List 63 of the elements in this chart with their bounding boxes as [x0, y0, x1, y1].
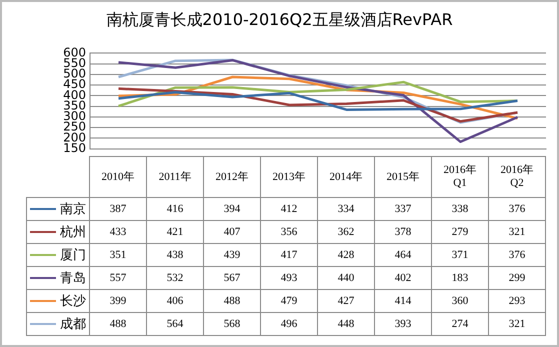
data-label: 438 [146, 244, 204, 266]
data-label: 378 [374, 220, 432, 244]
data-label: 414 [374, 290, 432, 312]
x-tick-label: 2010年 [90, 156, 146, 198]
legend-label: 杭州 [26, 220, 90, 244]
data-label: 464 [374, 244, 432, 266]
data-label: 362 [318, 220, 374, 244]
data-label: 321 [488, 312, 546, 336]
data-label: 351 [90, 244, 146, 266]
data-label: 399 [90, 290, 146, 312]
data-label: 412 [260, 198, 318, 220]
data-label: 493 [260, 266, 318, 290]
x-tick-label: 2012年 [204, 156, 260, 198]
data-label: 488 [204, 290, 260, 312]
data-label: 274 [432, 312, 488, 336]
data-label: 406 [146, 290, 204, 312]
data-label: 417 [260, 244, 318, 266]
chart-title: 南杭厦青长成2010-2016Q2五星级酒店RevPAR [105, 10, 454, 31]
data-label: 356 [260, 220, 318, 244]
data-label: 407 [204, 220, 260, 244]
legend-label: 成都 [26, 312, 90, 336]
x-tick-label: 2016年 Q2 [488, 156, 546, 198]
data-label: 338 [432, 198, 488, 220]
legend-label: 厦门 [26, 244, 90, 266]
data-label: 183 [432, 266, 488, 290]
data-label: 557 [90, 266, 146, 290]
legend-label: 南京 [26, 198, 90, 220]
data-label: 479 [260, 290, 318, 312]
data-label: 387 [90, 198, 146, 220]
x-tick-label: 2013年 [260, 156, 318, 198]
x-tick-label: 2016年 Q1 [432, 156, 488, 198]
legend-label: 青岛 [26, 266, 90, 290]
data-label: 496 [260, 312, 318, 336]
data-label: 428 [318, 244, 374, 266]
data-label: 440 [318, 266, 374, 290]
data-label: 439 [204, 244, 260, 266]
data-label: 376 [488, 198, 546, 220]
data-label: 532 [146, 266, 204, 290]
data-label: 394 [204, 198, 260, 220]
x-tick-label: 2014年 [318, 156, 374, 198]
legend-label: 长沙 [26, 290, 90, 312]
data-label: 299 [488, 266, 546, 290]
data-label: 416 [146, 198, 204, 220]
data-label: 568 [204, 312, 260, 336]
data-label: 488 [90, 312, 146, 336]
data-label: 371 [432, 244, 488, 266]
data-label: 334 [318, 198, 374, 220]
data-label: 567 [204, 266, 260, 290]
data-label: 293 [488, 290, 546, 312]
data-label: 421 [146, 220, 204, 244]
data-label: 433 [90, 220, 146, 244]
x-tick-label: 2011年 [146, 156, 204, 198]
data-label: 427 [318, 290, 374, 312]
data-label: 360 [432, 290, 488, 312]
data-label: 448 [318, 312, 374, 336]
data-label: 337 [374, 198, 432, 220]
data-label: 393 [374, 312, 432, 336]
x-tick-label: 2015年 [374, 156, 432, 198]
data-label: 321 [488, 220, 546, 244]
data-label: 402 [374, 266, 432, 290]
data-label: 564 [146, 312, 204, 336]
data-label: 376 [488, 244, 546, 266]
data-label: 279 [432, 220, 488, 244]
